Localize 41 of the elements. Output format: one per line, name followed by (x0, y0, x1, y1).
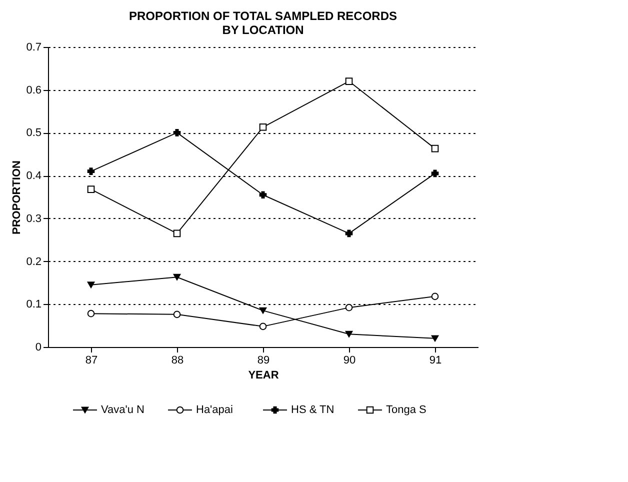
point (259, 123, 267, 131)
y-axis-title: PROPORTION (11, 160, 24, 234)
x-tick-label: 91 (429, 354, 442, 366)
x-tick-label: 89 (257, 354, 270, 366)
legend-label: Vava'u N (101, 404, 145, 416)
point (345, 304, 353, 312)
y-tick-label: 0.4 (26, 170, 42, 182)
point (345, 230, 353, 238)
legend-label: Tonga S (386, 404, 426, 416)
x-axis-title: YEAR (248, 370, 279, 382)
y-tick-label: 0.6 (26, 84, 42, 96)
point (431, 170, 439, 178)
y-tick-label: 0.5 (26, 127, 42, 140)
point (259, 322, 267, 330)
point (173, 129, 181, 136)
legend-label: HS & TN (291, 404, 334, 416)
point (431, 144, 439, 152)
point (345, 330, 353, 338)
point (173, 310, 181, 318)
point (259, 191, 267, 199)
y-tick-label: 0.7 (26, 42, 42, 54)
legend-label: Ha'apai (196, 404, 233, 416)
point (87, 168, 95, 175)
x-tick-label: 88 (171, 354, 184, 366)
point (87, 186, 95, 193)
text: PROPORTION OF TOTAL SAMPLED RECORDS (128, 9, 398, 23)
point (87, 310, 95, 318)
point (87, 282, 95, 288)
x-tick-label: 90 (343, 354, 356, 366)
point (173, 230, 181, 238)
y-tick-label: 0.2 (26, 256, 42, 268)
y-tick-label: 0 (35, 342, 42, 354)
point (431, 292, 439, 300)
y-tick-label: 0.1 (26, 298, 42, 311)
x-tick-label: 87 (85, 354, 98, 366)
point (431, 335, 439, 342)
point (173, 274, 181, 280)
point (259, 307, 267, 314)
point (345, 78, 353, 85)
y-tick-label: 0.3 (26, 212, 42, 225)
text: BY LOCATION (222, 23, 304, 37)
